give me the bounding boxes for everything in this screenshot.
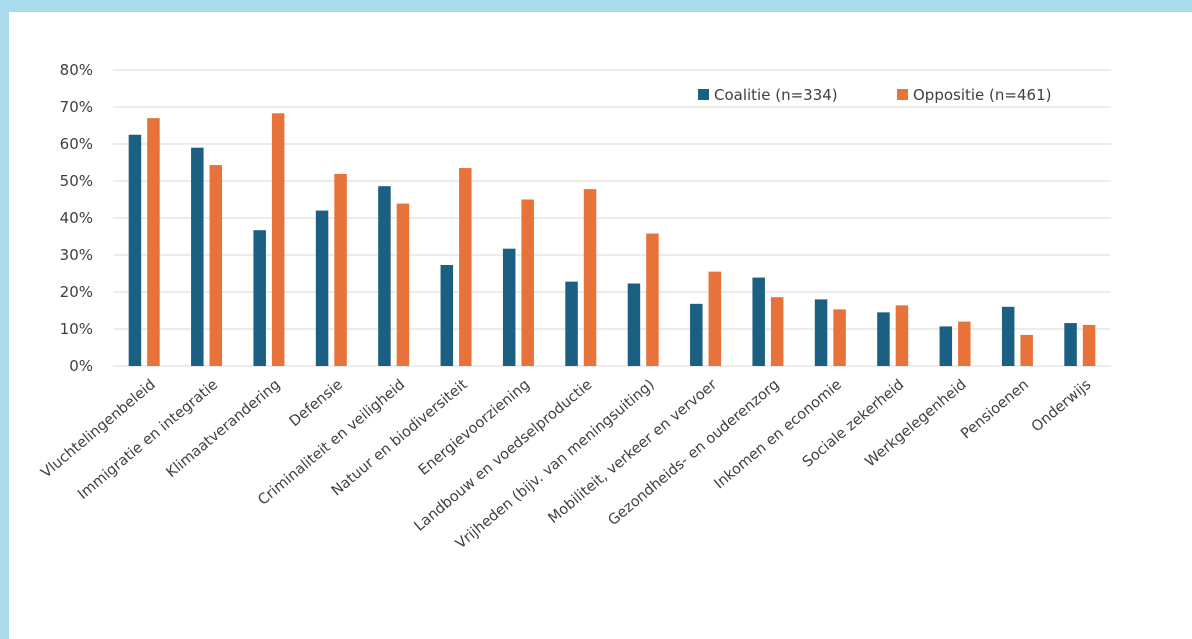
bar-coalitie <box>627 283 641 366</box>
bar-oppositie <box>1082 324 1096 366</box>
bar-chart: 0% 10% 20% 30% 40% 50% 60% 70% 80% Vluchtelingen… <box>38 61 1111 553</box>
bar-coalitie <box>315 210 329 366</box>
bar-coalitie <box>1001 306 1015 366</box>
bar-oppositie <box>396 203 410 366</box>
bar-oppositie <box>958 321 971 366</box>
bar-coalitie <box>440 264 454 366</box>
x-tick-label: Energievoorziening <box>416 377 533 479</box>
legend-swatch-coalitie <box>698 89 709 100</box>
y-tick-label: 70% <box>60 98 93 116</box>
bar-coalitie <box>877 312 890 366</box>
y-tick-label: 20% <box>60 283 93 301</box>
x-tick-label: Pensioenen <box>958 377 1032 443</box>
y-tick-label: 60% <box>60 135 93 153</box>
bar-coalitie <box>191 147 204 366</box>
x-tick-label: Onderwijs <box>1029 377 1095 436</box>
y-tick-label: 10% <box>60 320 93 338</box>
bar-oppositie <box>271 113 285 366</box>
bar-coalitie <box>1064 323 1077 366</box>
x-tick-label: Inkomen en economie <box>712 377 845 493</box>
y-tick-label: 0% <box>69 357 93 375</box>
bar-oppositie <box>895 305 909 366</box>
bar-oppositie <box>833 309 846 366</box>
x-tick-label: Sociale zekerheid <box>800 377 908 471</box>
bar-coalitie <box>752 277 765 366</box>
legend-label-oppositie: Oppositie (n=461) <box>913 86 1051 104</box>
bar-oppositie <box>770 297 784 366</box>
bar-oppositie <box>646 233 659 366</box>
y-tick-label: 80% <box>60 61 93 79</box>
bar-oppositie <box>459 168 472 366</box>
bar-oppositie <box>334 173 347 366</box>
bar-oppositie <box>147 118 160 366</box>
x-tick-label: Klimaatverandering <box>164 377 284 481</box>
bar-coalitie <box>502 248 516 366</box>
y-tick-label: 30% <box>60 246 93 264</box>
bar-coalitie <box>128 134 142 366</box>
bar-coalitie <box>814 299 828 366</box>
bar-oppositie <box>708 271 722 366</box>
bar-oppositie <box>583 189 597 366</box>
bar-coalitie <box>939 326 953 366</box>
x-tick-label: Defensie <box>287 377 346 430</box>
y-tick-label: 40% <box>60 209 93 227</box>
bar-oppositie <box>1020 334 1033 366</box>
bar-coalitie <box>253 230 266 366</box>
legend: Coalitie (n=334) Oppositie (n=461) <box>698 86 1051 104</box>
bar-coalitie <box>690 303 703 366</box>
bar-coalitie <box>378 186 391 366</box>
bars <box>128 113 1096 366</box>
chart-panel: 0% 10% 20% 30% 40% 50% 60% 70% 80% Vluchtelingen… <box>9 12 1192 639</box>
bar-oppositie <box>209 165 223 366</box>
y-axis-ticks: 0% 10% 20% 30% 40% 50% 60% 70% 80% <box>60 61 93 375</box>
x-tick-label: Vluchtelingenbeleid <box>38 377 158 482</box>
x-tick-label: Werkgelegenheid <box>862 377 969 471</box>
legend-label-coalitie: Coalitie (n=334) <box>714 86 838 104</box>
bar-coalitie <box>565 281 578 366</box>
y-tick-label: 50% <box>60 172 93 190</box>
bar-oppositie <box>521 199 534 366</box>
legend-swatch-oppositie <box>897 89 908 100</box>
